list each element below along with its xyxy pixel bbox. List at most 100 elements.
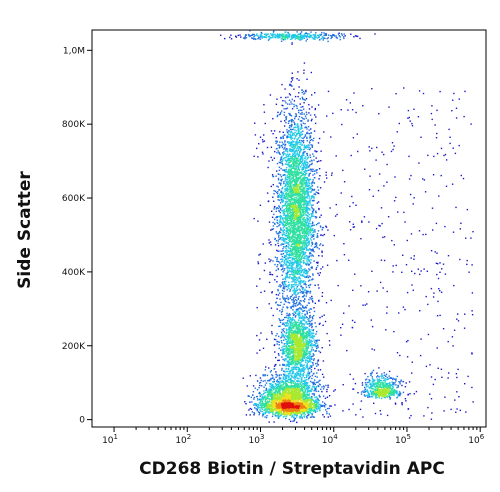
data-point <box>291 108 294 110</box>
data-point <box>295 289 298 291</box>
data-point <box>309 331 312 333</box>
data-point <box>299 226 301 228</box>
data-point <box>285 285 287 288</box>
data-point <box>303 261 305 264</box>
data-point <box>304 207 306 209</box>
data-point <box>298 235 300 237</box>
data-point <box>310 159 313 161</box>
data-point <box>287 260 289 262</box>
data-point <box>282 322 284 324</box>
data-point <box>293 209 295 211</box>
data-point <box>306 163 308 166</box>
data-point <box>309 311 311 314</box>
data-point <box>278 166 281 168</box>
data-point <box>281 194 283 197</box>
data-point <box>295 174 298 177</box>
data-point <box>277 359 279 362</box>
data-point <box>281 222 283 225</box>
data-point <box>306 185 308 188</box>
data-point <box>297 167 300 169</box>
data-point <box>299 247 301 249</box>
data-point <box>294 237 296 239</box>
data-point <box>294 362 297 364</box>
data-point <box>293 146 296 148</box>
data-point <box>301 195 304 197</box>
data-point <box>306 334 308 336</box>
data-point <box>298 308 300 310</box>
data-point <box>309 279 311 281</box>
data-point <box>298 151 301 153</box>
data-point <box>294 145 297 147</box>
data-point <box>303 152 305 154</box>
data-point <box>306 215 309 217</box>
data-point <box>283 213 285 216</box>
data-point <box>310 229 312 231</box>
data-point <box>307 126 310 128</box>
data-point <box>281 336 283 338</box>
data-point <box>291 142 293 144</box>
data-point <box>297 279 299 281</box>
data-point <box>309 156 312 159</box>
data-point <box>287 256 289 259</box>
data-point <box>289 327 291 330</box>
data-point <box>306 195 308 197</box>
data-point <box>291 159 293 162</box>
data-point <box>311 319 313 322</box>
data-point <box>303 281 305 283</box>
data-point <box>279 325 281 327</box>
data-point <box>317 230 320 232</box>
data-point <box>301 245 304 247</box>
data-point <box>289 174 291 177</box>
data-point <box>285 188 288 190</box>
data-point <box>303 318 305 321</box>
data-point <box>286 375 289 377</box>
data-point <box>283 328 285 330</box>
data-point <box>305 147 307 149</box>
data-point <box>288 233 290 235</box>
data-point <box>280 136 282 139</box>
data-point <box>301 91 303 94</box>
data-point <box>294 235 296 238</box>
data-point <box>307 322 310 325</box>
data-point <box>314 242 317 245</box>
data-point <box>293 311 295 313</box>
data-point <box>291 118 293 121</box>
data-point <box>296 265 299 267</box>
data-point <box>289 323 291 325</box>
data-point <box>275 191 278 194</box>
data-point <box>295 234 297 236</box>
data-point <box>312 208 314 210</box>
data-point <box>306 136 308 139</box>
data-point <box>289 260 291 262</box>
data-point <box>282 286 285 289</box>
data-point <box>303 355 305 357</box>
data-point <box>305 243 307 245</box>
data-point <box>292 201 294 203</box>
data-point <box>291 123 293 126</box>
data-point <box>296 232 298 234</box>
data-point <box>289 326 291 329</box>
data-point <box>310 369 313 371</box>
data-point <box>292 314 295 317</box>
data-point <box>298 350 300 352</box>
data-point <box>306 249 308 251</box>
data-point <box>284 220 286 223</box>
data-point <box>298 317 301 319</box>
data-point <box>279 250 281 252</box>
data-point <box>296 261 298 263</box>
data-point <box>300 126 303 128</box>
data-point <box>309 335 311 337</box>
data-point <box>278 113 281 116</box>
data-point <box>294 184 296 186</box>
data-point <box>303 337 305 340</box>
data-point <box>302 243 304 245</box>
data-point <box>290 327 292 329</box>
data-point <box>283 364 286 366</box>
data-point <box>291 128 293 131</box>
data-point <box>301 357 303 359</box>
data-point <box>274 190 277 192</box>
data-point <box>293 158 295 160</box>
data-point <box>288 316 290 319</box>
data-point <box>314 114 316 116</box>
data-point <box>303 334 305 336</box>
